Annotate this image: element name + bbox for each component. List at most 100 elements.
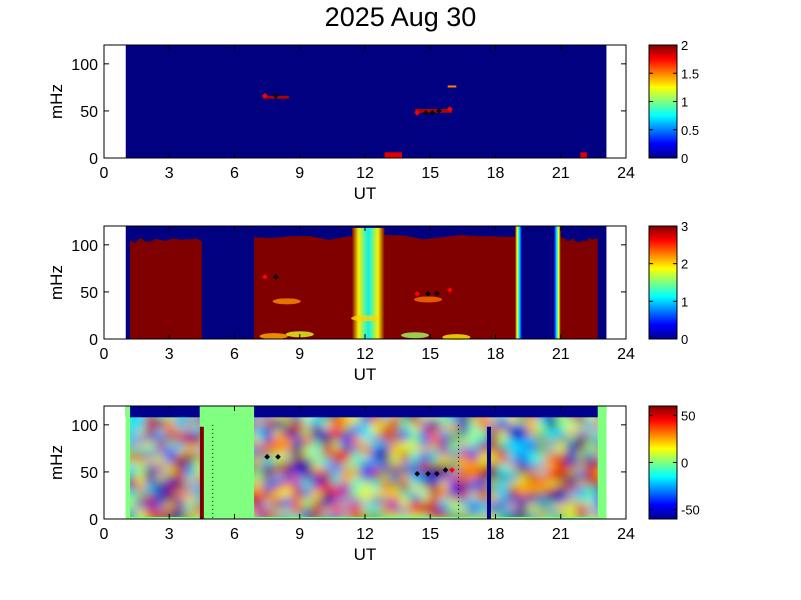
heatmap-cell <box>399 445 411 453</box>
heatmap-cell <box>126 445 137 453</box>
x-tick-label: 12 <box>356 346 374 363</box>
heatmap-cell <box>126 496 137 504</box>
heatmap-cell <box>370 468 382 475</box>
heatmap-cell <box>272 490 284 498</box>
heatmap-cell <box>252 507 264 515</box>
heatmap-cell <box>448 422 460 430</box>
colorbar-tick-label: 1 <box>681 294 688 309</box>
heatmap-cell <box>126 513 137 517</box>
heatmap-cell <box>566 513 577 517</box>
heatmap-cell <box>448 485 460 492</box>
heatmap-cell <box>409 434 421 441</box>
heatmap-cell <box>429 502 440 509</box>
heatmap-cell <box>331 434 343 441</box>
heatmap-cell <box>390 513 401 517</box>
heatmap-cell <box>458 507 470 515</box>
heatmap-cell <box>419 496 431 504</box>
heatmap-cell <box>468 456 480 464</box>
heatmap-cell <box>301 456 313 464</box>
heatmap-cell <box>321 451 333 458</box>
heatmap-cell <box>536 434 548 441</box>
heatmap-cell <box>390 422 401 430</box>
heatmap-cell <box>536 422 548 430</box>
heatmap-cell <box>341 439 352 447</box>
heatmap-cell <box>458 428 470 436</box>
heatmap-cell <box>311 490 323 498</box>
heatmap-cell <box>487 507 499 515</box>
heatmap-band <box>351 227 385 339</box>
heatmap-cell <box>497 473 509 481</box>
heatmap-cell <box>292 490 303 498</box>
heatmap-cell <box>370 507 382 515</box>
heatmap-cell <box>145 462 157 470</box>
heatmap-cell <box>252 479 264 487</box>
heatmap-cell <box>292 473 303 481</box>
heatmap-cell <box>448 513 460 517</box>
heatmap-feature <box>447 85 457 88</box>
heatmap-cell <box>536 507 548 515</box>
heatmap-cell <box>341 507 352 515</box>
heatmap-cell <box>458 456 470 464</box>
heatmap-cell <box>341 496 352 504</box>
heatmap-cell <box>419 490 431 498</box>
heatmap-cell <box>135 479 147 487</box>
x-tick-label: 9 <box>295 526 304 543</box>
heatmap-cell <box>292 434 303 441</box>
heatmap-cell <box>174 468 186 475</box>
heatmap-cell <box>409 462 421 470</box>
x-tick-label: 15 <box>421 165 439 182</box>
heatmap-cell <box>468 513 480 517</box>
heatmap-cell <box>184 496 196 504</box>
heatmap-cell <box>517 456 529 464</box>
heatmap-cell <box>419 479 431 487</box>
heatmap-cell <box>164 445 176 453</box>
heatmap-cell <box>527 456 538 464</box>
heatmap-cell <box>468 490 480 498</box>
heatmap-cell <box>497 422 509 430</box>
heatmap-cell <box>272 434 284 441</box>
heatmap-cell <box>135 428 147 436</box>
heatmap-cell <box>507 473 519 481</box>
heatmap-cell <box>380 417 392 424</box>
heatmap-cell <box>390 456 401 464</box>
heatmap-cell <box>527 445 538 453</box>
heatmap-cell <box>145 434 157 441</box>
heatmap-cell <box>409 456 421 464</box>
heatmap-top-cap <box>125 406 607 418</box>
heatmap-cell <box>184 417 196 424</box>
heatmap-cell <box>556 422 568 430</box>
heatmap-cell <box>292 513 303 517</box>
heatmap-cell <box>282 434 294 441</box>
chart-panel-bottom: 0 3 6 9 12 15 18 21 24 0 50 100 UT mHz -50 0 50 <box>47 405 700 564</box>
heatmap-cell <box>497 417 509 424</box>
heatmap-cell <box>194 485 206 492</box>
event-marker <box>272 93 279 99</box>
heatmap-cell <box>360 490 372 498</box>
heatmap-cell <box>145 428 157 436</box>
heatmap-cell <box>546 473 558 481</box>
heatmap-cell <box>350 445 362 453</box>
heatmap-cell <box>497 451 509 458</box>
heatmap-cell <box>429 451 440 458</box>
heatmap-cell <box>174 473 186 481</box>
heatmap-cell <box>341 479 352 487</box>
heatmap-cell <box>262 502 274 509</box>
heatmap-cell <box>487 490 499 498</box>
heatmap-cell <box>321 456 333 464</box>
heatmap-cell <box>272 496 284 504</box>
heatmap-cell <box>174 439 186 447</box>
heatmap-cell <box>546 456 558 464</box>
heatmap-cell <box>546 422 558 430</box>
heatmap-cell <box>282 456 294 464</box>
event-marker <box>442 467 449 473</box>
heatmap-cell <box>468 462 480 470</box>
heatmap-cell <box>507 507 519 515</box>
x-tick-label: 24 <box>617 165 635 182</box>
heatmap-cell <box>311 507 323 515</box>
heatmap-cell <box>566 451 577 458</box>
heatmap-cell <box>527 417 538 424</box>
heatmap-cell <box>321 479 333 487</box>
heatmap-cell <box>585 496 597 504</box>
heatmap-cell <box>438 439 450 447</box>
